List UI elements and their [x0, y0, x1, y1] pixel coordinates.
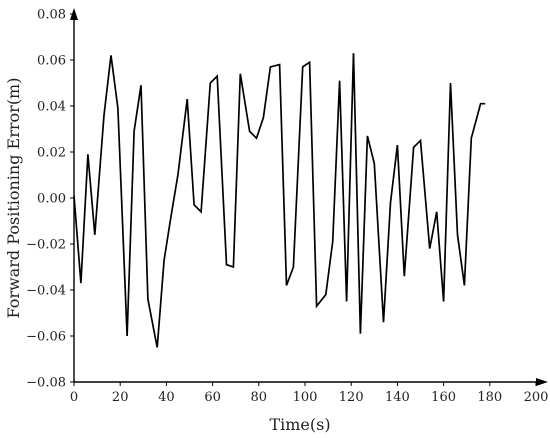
- y-tick-label: 0.04: [37, 100, 66, 115]
- x-tick-label: 0: [70, 390, 78, 405]
- y-tick-label: −0.06: [26, 330, 66, 345]
- x-tick-label: 60: [204, 390, 221, 405]
- y-axis-arrow: [70, 8, 78, 20]
- x-tick-label: 80: [251, 390, 268, 405]
- x-tick-label: 160: [431, 390, 456, 405]
- y-tick-label: −0.04: [26, 284, 66, 299]
- y-tick-label: 0.06: [37, 54, 66, 69]
- y-tick-label: 0.02: [37, 146, 66, 161]
- x-axis-title: Time(s): [269, 415, 330, 434]
- y-tick-label: −0.02: [26, 238, 66, 253]
- x-axis-arrow: [536, 378, 548, 386]
- x-tick-label: 140: [385, 390, 410, 405]
- y-axis-title: Forward Positioning Error(m): [4, 78, 23, 319]
- y-tick-label: −0.08: [26, 376, 66, 391]
- series-layer: [73, 53, 486, 348]
- x-tick-label: 20: [112, 390, 129, 405]
- x-tick-label: 100: [293, 390, 318, 405]
- y-tick-label: 0.00: [37, 192, 66, 207]
- x-tick-label: 180: [477, 390, 502, 405]
- x-tick-label: 40: [158, 390, 175, 405]
- y-axis-ticks: −0.08 −0.06 −0.04 −0.02 0.00 0.02 0.04 0.06 0.08: [26, 8, 74, 391]
- y-tick-label: 0.08: [37, 8, 66, 23]
- x-tick-label: 200: [524, 390, 549, 405]
- series-line: [73, 53, 486, 348]
- x-tick-label: 120: [339, 390, 364, 405]
- x-axis-ticks: 0 20 40 60 80 100 120 140 160 180 200: [70, 382, 549, 405]
